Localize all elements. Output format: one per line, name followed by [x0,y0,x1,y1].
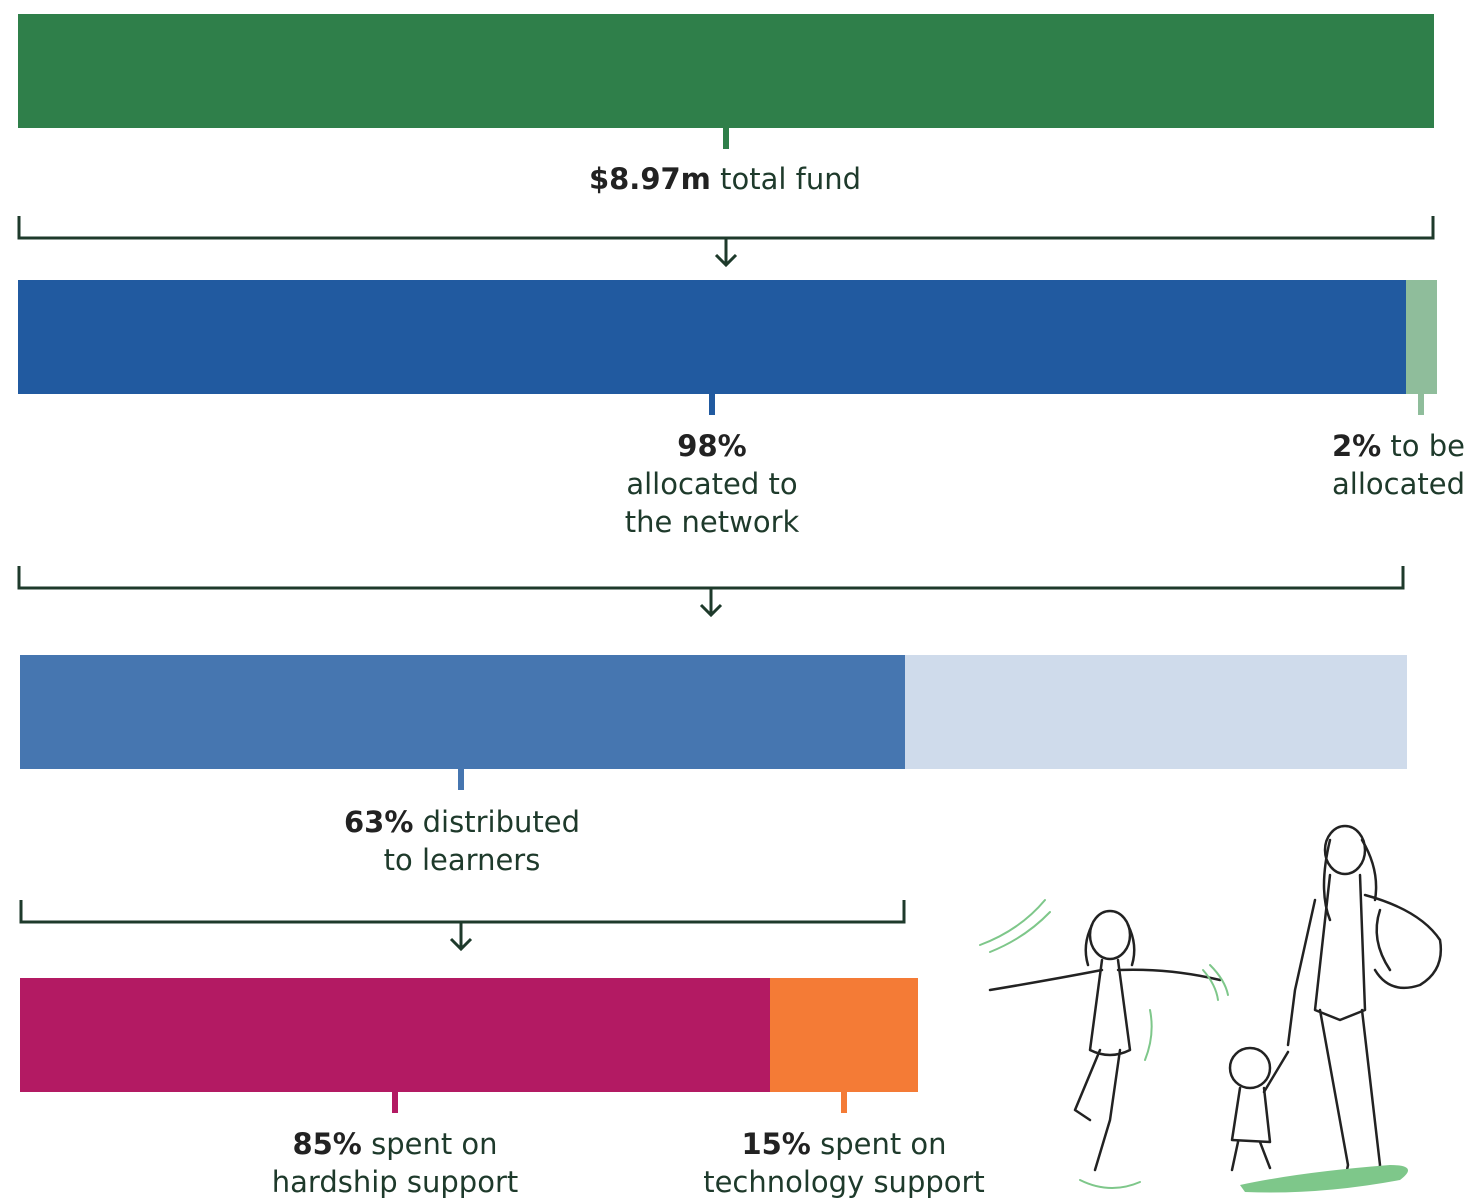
label-learners: 63% distributed to learners [262,803,662,879]
label-learners-row1: 63% distributed [262,803,662,841]
label-technology-line2: technology support [703,1165,985,1199]
label-network: 98% allocated to the network [562,427,862,541]
family-walking-illustration [979,824,1443,1193]
bracket-3 [19,900,906,952]
bar-not-distributed [905,655,1407,769]
bar-total-fund [18,14,1434,128]
label-hardship-text: spent on [361,1127,498,1161]
label-technology-value: 15% [741,1127,811,1161]
label-network-line2: the network [624,505,800,539]
label-unallocated-row1: 2% to be [1315,427,1465,465]
bracket-1 [17,216,1435,268]
label-technology-text: spent on [810,1127,947,1161]
label-hardship-row1: 85% spent on [195,1125,595,1163]
tick-technology [841,1092,847,1113]
label-learners-value: 63% [344,805,414,839]
tick-network [709,394,715,415]
label-unallocated-value: 2% [1331,429,1382,463]
label-total-fund-value: $8.97m [588,162,711,196]
tick-learners [458,769,464,790]
bar-unallocated [1406,280,1437,394]
label-hardship-value: 85% [292,1127,362,1161]
label-unallocated-line2: allocated [1332,467,1465,501]
label-network-value-row: 98% [562,427,862,465]
bar-technology [770,978,918,1092]
label-total-fund: $8.97m total fund [525,160,925,198]
label-unallocated: 2% to be allocated [1315,427,1465,503]
tick-hardship [392,1092,398,1113]
bar-learners [20,655,905,769]
label-hardship: 85% spent on hardship support [195,1125,595,1201]
tick-unallocated [1418,394,1424,415]
tick-total-fund [723,128,729,149]
label-hardship-line2: hardship support [271,1165,519,1199]
bar-network [18,280,1406,394]
label-learners-line2: to learners [383,843,541,877]
label-unallocated-text: to be [1381,429,1465,463]
label-network-value: 98% [677,429,747,463]
label-technology: 15% spent on technology support [644,1125,1044,1201]
label-total-fund-text: total fund [710,162,862,196]
bar-hardship [20,978,770,1092]
label-learners-text: distributed [413,805,580,839]
label-technology-row1: 15% spent on [644,1125,1044,1163]
bracket-2 [17,566,1405,618]
label-network-line1: allocated to [626,467,798,501]
